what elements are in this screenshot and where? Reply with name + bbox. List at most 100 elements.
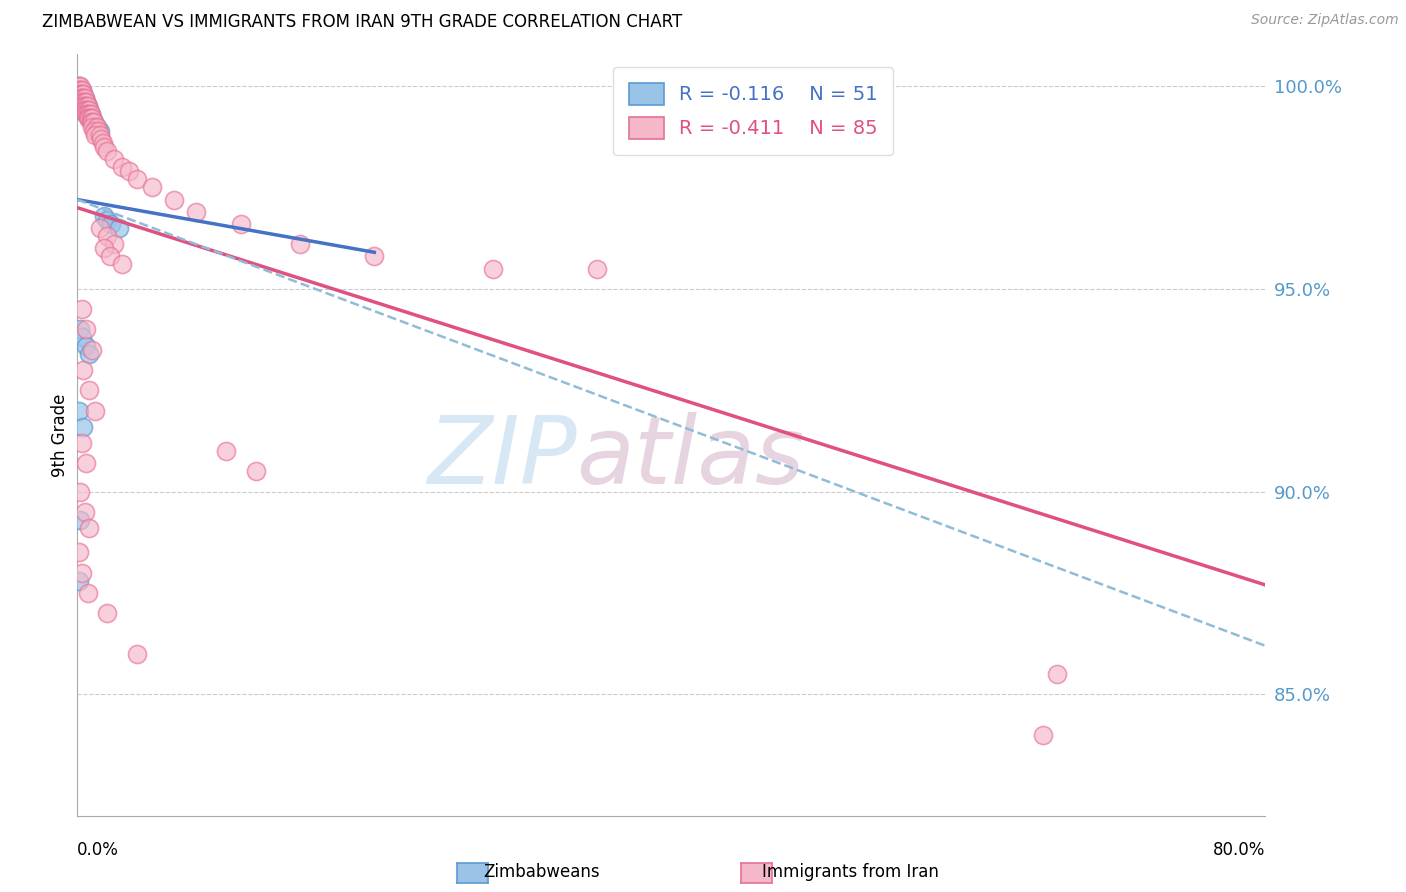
Point (73, 505, 96, 519)
Point (141, 180, 163, 194)
Point (75, 99, 97, 113)
Point (77, 107, 100, 121)
Point (76, 112, 98, 126)
Point (163, 193, 186, 207)
Point (70, 87, 93, 101)
Point (70, 91, 93, 105)
Point (103, 237, 125, 252)
Point (69, 513, 91, 527)
Point (69, 83, 91, 97)
Point (67, 87, 90, 101)
Point (77, 103, 100, 118)
Point (72, 91, 94, 105)
Point (75, 107, 97, 121)
Point (100, 217, 122, 231)
Point (72, 99, 94, 113)
Y-axis label: 9th Grade: 9th Grade (51, 393, 69, 476)
Point (77, 347, 100, 361)
Point (72, 87, 94, 101)
Point (67, 403, 90, 417)
Point (96, 229, 118, 244)
Point (118, 164, 141, 178)
Point (70, 87, 93, 101)
Point (82, 115, 104, 129)
Point (69, 83, 91, 97)
Point (586, 261, 609, 276)
Point (98, 249, 121, 263)
Point (76, 99, 98, 113)
Point (77, 107, 100, 121)
Point (72, 363, 94, 377)
Text: atlas: atlas (576, 412, 804, 503)
Point (93, 140, 115, 154)
Point (80, 112, 103, 126)
Point (83, 115, 105, 129)
Point (215, 444, 238, 458)
Point (70, 436, 93, 450)
Point (82, 343, 104, 357)
Text: ZIMBABWEAN VS IMMIGRANTS FROM IRAN 9TH GRADE CORRELATION CHART: ZIMBABWEAN VS IMMIGRANTS FROM IRAN 9TH G… (42, 13, 682, 31)
Point (75, 95, 97, 110)
Point (67, 83, 90, 97)
Point (91, 136, 114, 150)
Point (76, 103, 98, 118)
Text: 80.0%: 80.0% (1213, 840, 1265, 858)
Point (186, 204, 208, 219)
Text: Source: ZipAtlas.com: Source: ZipAtlas.com (1251, 13, 1399, 28)
Point (76, 586, 98, 600)
Point (482, 261, 505, 276)
Point (72, 103, 94, 118)
Point (87, 123, 110, 137)
Point (103, 152, 125, 166)
Point (67, 78, 90, 93)
Text: Immigrants from Iran: Immigrants from Iran (762, 863, 939, 881)
Point (229, 217, 252, 231)
Point (75, 456, 97, 470)
Point (69, 484, 91, 499)
Point (69, 322, 91, 336)
Point (70, 302, 93, 317)
Point (84, 120, 107, 134)
Point (89, 128, 111, 142)
Point (1046, 667, 1069, 681)
Point (111, 160, 134, 174)
Point (86, 120, 108, 134)
Legend: R = -0.116    N = 51, R = -0.411    N = 85: R = -0.116 N = 51, R = -0.411 N = 85 (613, 67, 893, 154)
Point (96, 212, 118, 227)
Point (80, 115, 103, 129)
Point (70, 83, 93, 97)
Point (93, 209, 115, 223)
Text: 0.0%: 0.0% (77, 840, 120, 858)
Point (67, 83, 90, 97)
Point (75, 107, 97, 121)
Point (82, 120, 104, 134)
Point (69, 87, 91, 101)
Point (69, 91, 91, 105)
Point (72, 91, 94, 105)
Point (96, 144, 118, 158)
Point (67, 545, 90, 559)
Point (75, 99, 97, 113)
Point (77, 383, 100, 397)
Point (70, 99, 93, 113)
Point (80, 112, 103, 126)
Point (67, 87, 90, 101)
Point (72, 419, 94, 434)
Point (73, 95, 96, 110)
Point (73, 103, 96, 118)
Point (76, 103, 98, 118)
Point (83, 123, 105, 137)
Point (73, 103, 96, 118)
Point (82, 112, 104, 126)
Point (72, 95, 94, 110)
Point (77, 112, 100, 126)
Point (82, 115, 104, 129)
Point (70, 91, 93, 105)
Point (80, 107, 103, 121)
Point (125, 172, 148, 186)
Point (89, 123, 111, 137)
Point (84, 120, 107, 134)
Point (84, 128, 107, 142)
Point (69, 78, 91, 93)
Point (73, 91, 96, 105)
